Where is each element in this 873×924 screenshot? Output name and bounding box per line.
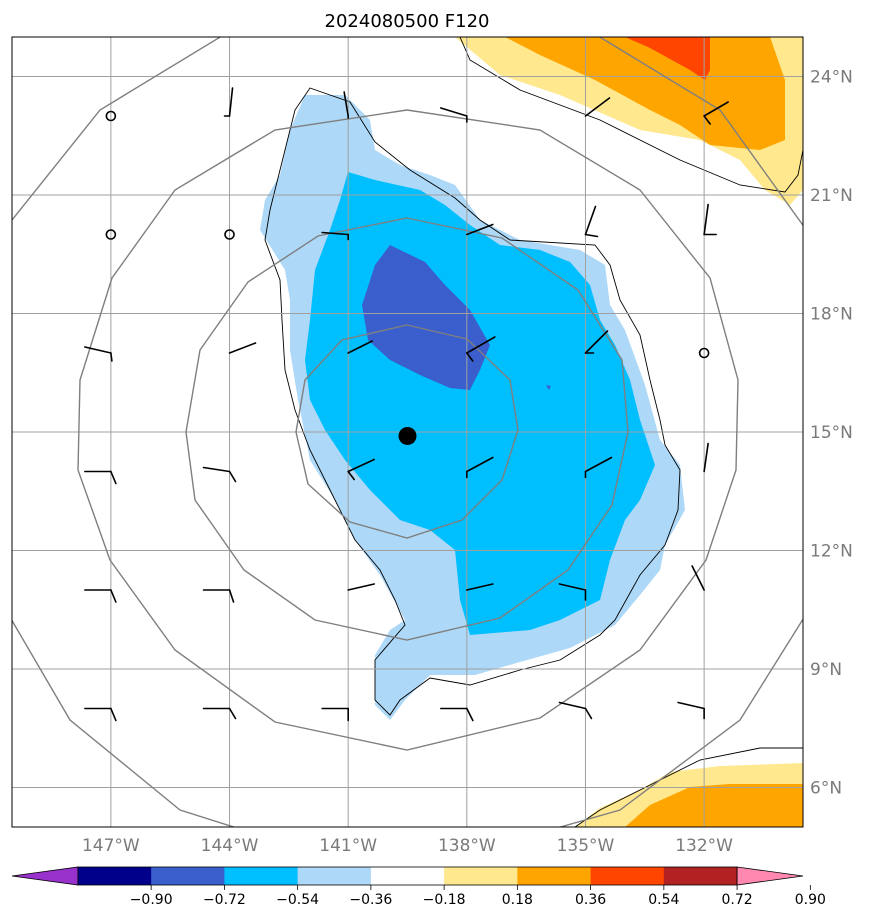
wind-barb-tick	[347, 470, 355, 481]
latitude-label: 18°N	[810, 305, 853, 325]
longitude-label: 138°W	[438, 836, 496, 856]
latitude-label: 9°N	[810, 660, 842, 680]
colorbar: −0.90 −0.72 −0.54 −0.36 −0.18 0.18 0.36 0.54 0.7…	[11, 866, 826, 908]
wind-barb	[347, 458, 375, 473]
longitude-label: 141°W	[319, 836, 377, 856]
graticule	[12, 37, 803, 827]
wind-barb	[466, 336, 496, 354]
wind-barb-tick	[228, 470, 237, 483]
calm-wind-markers	[105, 110, 710, 359]
wind-barb	[691, 565, 705, 591]
wind-barb	[584, 97, 611, 117]
wind-barb-tick	[584, 233, 599, 238]
wind-barb	[228, 342, 257, 354]
colorbar-segment	[151, 867, 225, 885]
colorbar-label: 0.90	[795, 892, 826, 908]
calm-wind-circle	[105, 110, 117, 122]
wind-barb	[584, 205, 597, 236]
colorbar-label: −0.90	[130, 892, 173, 908]
wind-barb	[466, 223, 494, 236]
colorbar-outline	[77, 866, 738, 886]
map-title: 2024080500 F120	[325, 11, 490, 32]
colorbar-label: −0.54	[276, 892, 319, 908]
wind-barb	[703, 203, 709, 236]
wind-barb	[84, 346, 112, 354]
wind-barb	[466, 583, 494, 591]
wind-barb	[703, 101, 729, 117]
wind-barb-tick	[228, 589, 235, 603]
wind-barb-tick	[110, 707, 117, 722]
calm-wind-circle	[698, 347, 710, 359]
wind-barb	[558, 701, 587, 710]
colorbar-label: −0.18	[423, 892, 466, 908]
wind-barb	[347, 340, 373, 354]
colorbar-segment	[663, 867, 738, 885]
colorbar-segment	[297, 867, 372, 885]
colorbar-segment	[77, 867, 152, 885]
colorbar-extend-min	[11, 866, 79, 886]
latitude-label: 21°N	[810, 186, 853, 206]
longitude-label: 132°W	[675, 836, 733, 856]
wind-barb	[321, 231, 349, 236]
wind-barb-tick	[228, 707, 237, 720]
longitude-label: 135°W	[557, 836, 615, 856]
map-area	[12, 37, 803, 827]
latitude-label: 6°N	[810, 779, 842, 799]
wind-barbs	[84, 87, 729, 722]
wind-barb	[202, 466, 231, 473]
wind-barb	[584, 330, 609, 354]
wind-barb-tick	[584, 707, 593, 720]
anomaly-contours	[264, 37, 803, 827]
wind-barb-tick	[110, 470, 117, 485]
positive-anomaly-ne	[455, 37, 803, 205]
colorbar-segment	[224, 867, 299, 885]
calm-wind-circle	[105, 229, 117, 240]
wind-barb-tick	[466, 707, 474, 722]
colorbar-segment	[370, 867, 445, 885]
latitude-label: 15°N	[810, 423, 853, 443]
colorbar-label: 0.72	[721, 892, 752, 908]
calm-wind-circle	[224, 229, 235, 240]
wind-barb	[343, 91, 349, 117]
colorbar-segment	[517, 867, 592, 885]
longitude-labels: 147°W 144°W 141°W 138°W 135°W 132°W	[82, 836, 733, 856]
wind-barb	[584, 456, 613, 473]
wind-barb-tick	[703, 115, 711, 125]
colorbar-extend-max	[736, 866, 804, 886]
colorbar-label: −0.36	[349, 892, 392, 908]
wind-barb	[677, 701, 705, 710]
wind-barb	[466, 456, 494, 473]
wind-barb	[440, 107, 468, 117]
map-frame	[11, 36, 804, 828]
storm-center-marker	[398, 426, 417, 445]
longitude-label: 147°W	[82, 836, 140, 856]
positive-anomaly-se	[575, 763, 803, 827]
wind-barb	[558, 583, 587, 591]
wind-barb	[703, 442, 709, 473]
wind-barb-tick	[110, 352, 113, 362]
colorbar-label: −0.72	[203, 892, 246, 908]
colorbar-segment	[590, 867, 665, 885]
latitude-labels: 24°N 21°N 18°N 15°N 12°N 9°N 6°N	[810, 68, 853, 799]
latitude-label: 12°N	[810, 542, 853, 562]
wind-barb	[347, 583, 375, 591]
colorbar-label: 0.18	[502, 892, 533, 908]
range-rings	[12, 37, 803, 827]
wind-barb-tick	[110, 589, 117, 603]
latitude-label: 24°N	[810, 68, 853, 88]
colorbar-label: 0.36	[575, 892, 606, 908]
negative-anomaly-lobe	[260, 95, 685, 720]
wind-barb	[228, 87, 234, 117]
colorbar-label: 0.54	[648, 892, 679, 908]
wind-barb-tick	[466, 352, 474, 362]
colorbar-segment	[444, 867, 518, 885]
longitude-label: 144°W	[201, 836, 259, 856]
